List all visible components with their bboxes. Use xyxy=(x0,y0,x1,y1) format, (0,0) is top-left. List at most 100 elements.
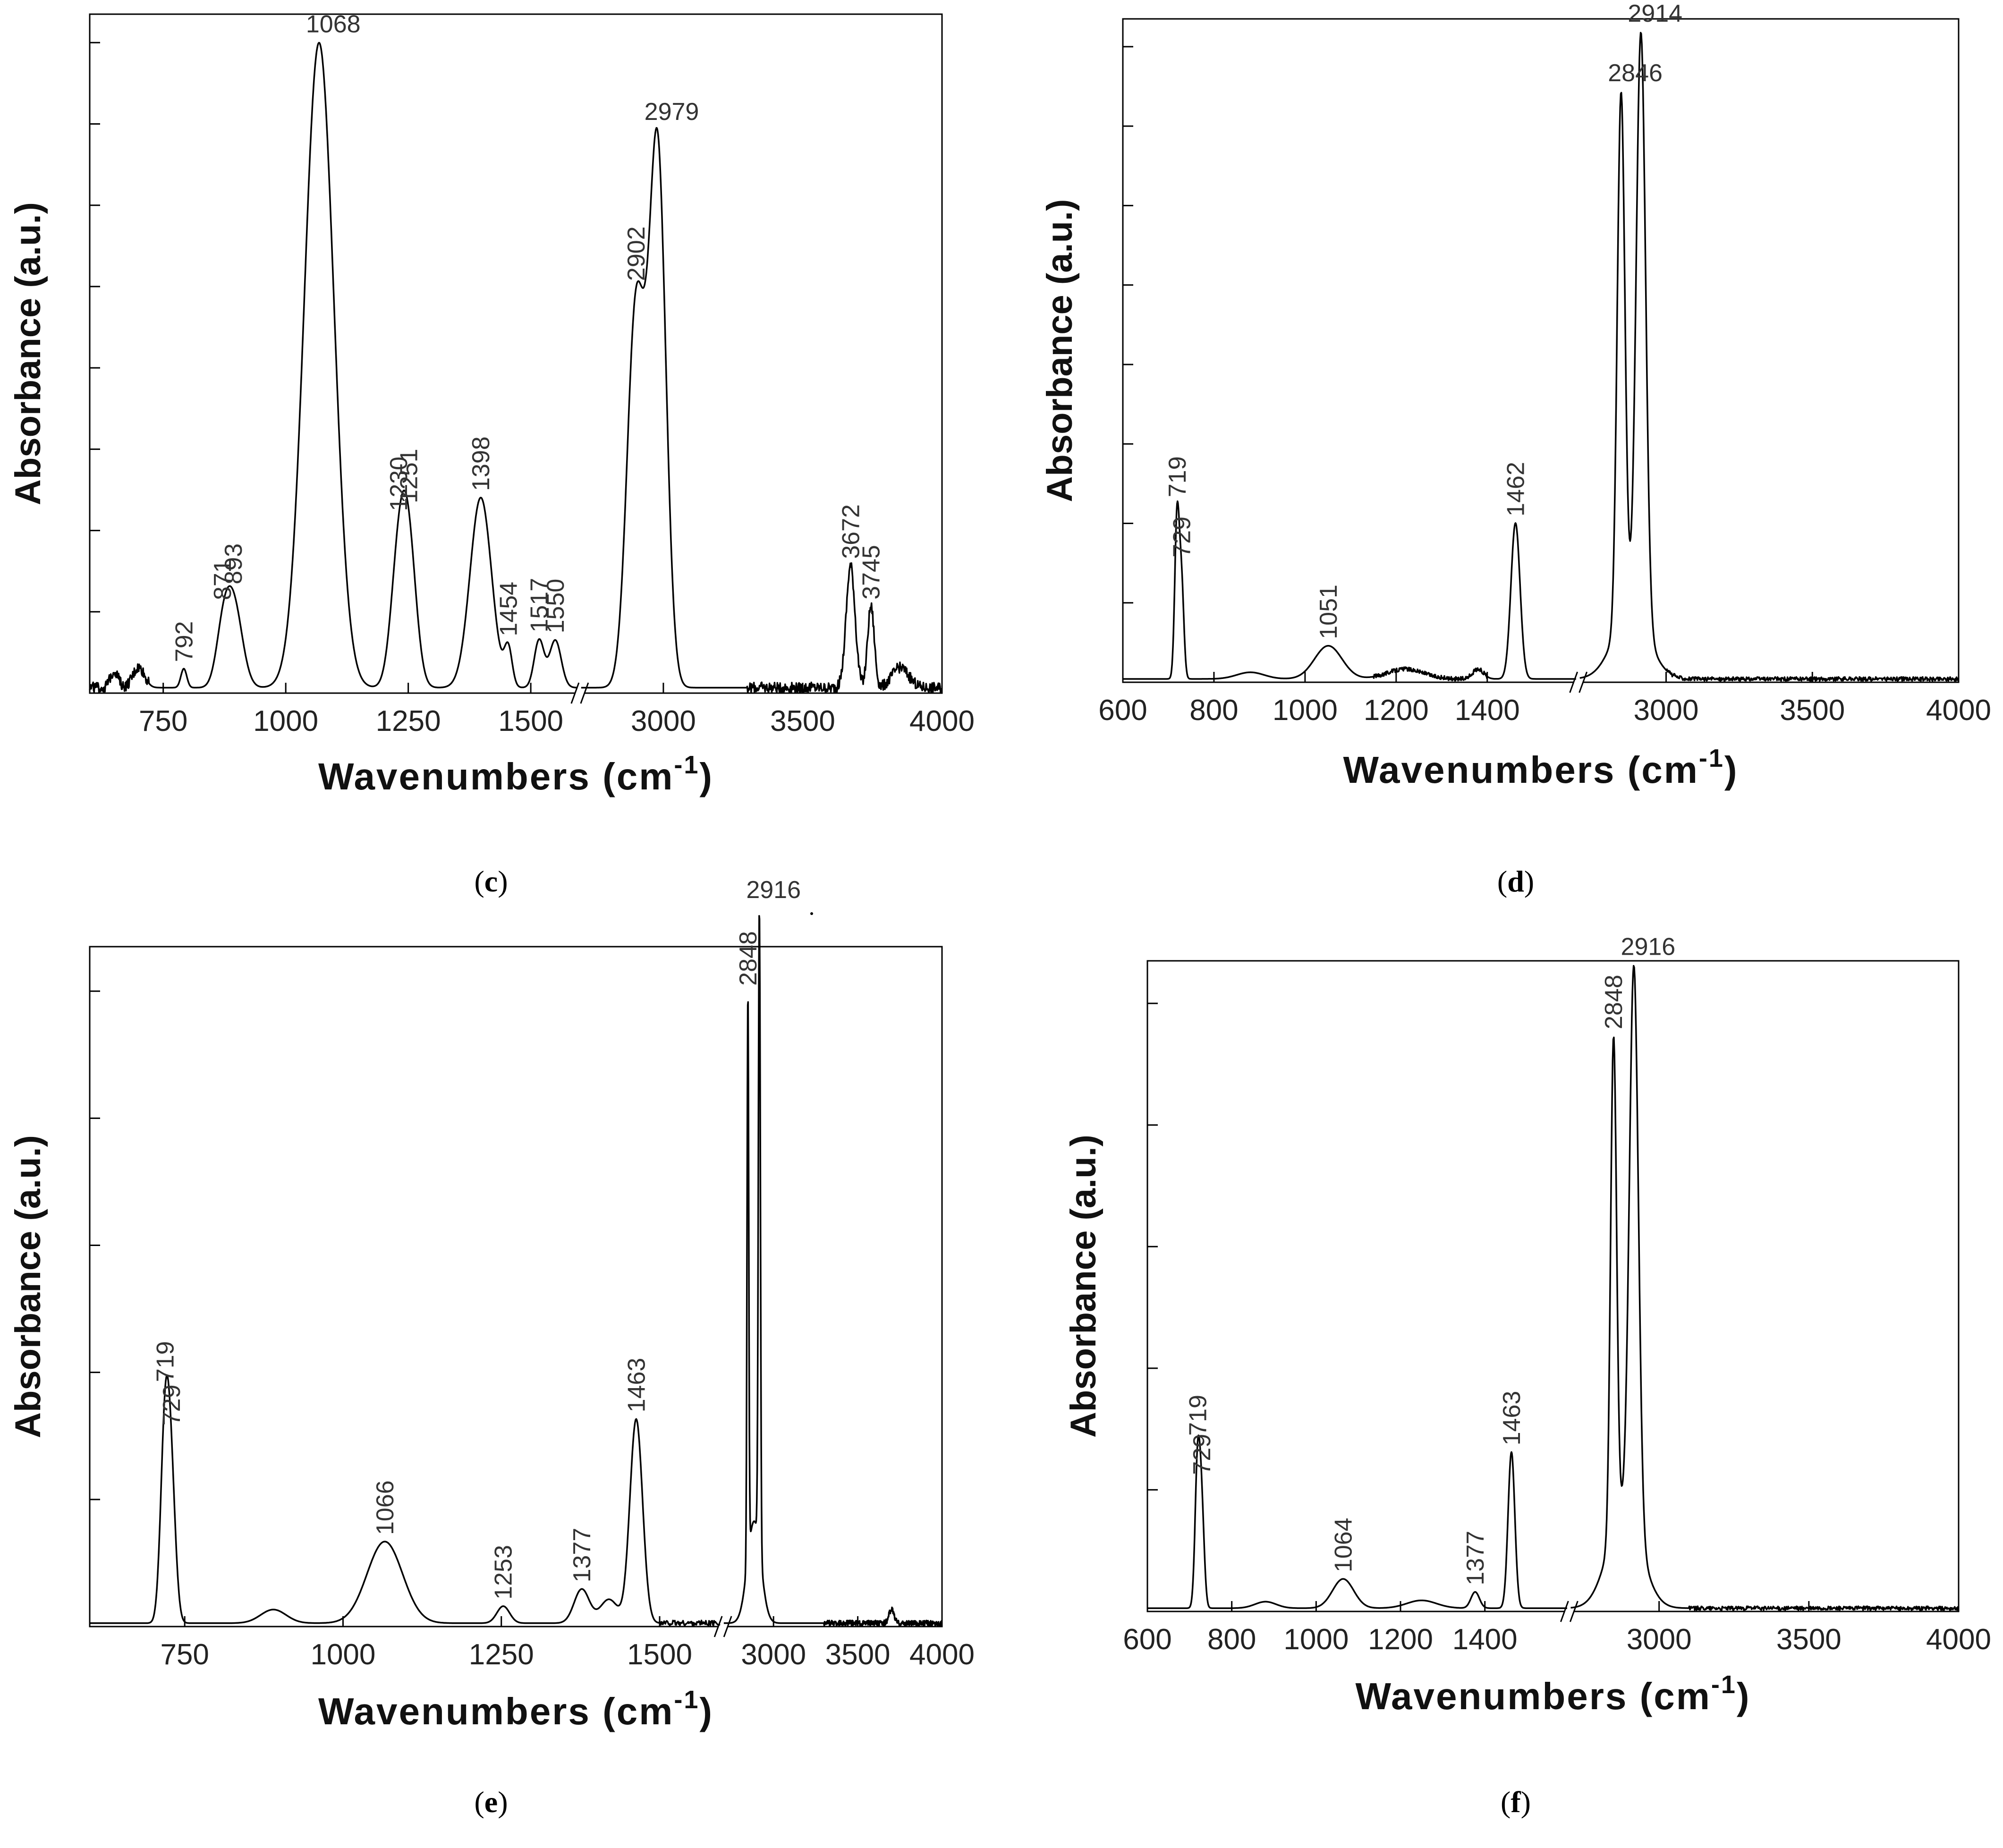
peak-label: 1550 xyxy=(542,579,569,634)
caption-d: (d) xyxy=(1497,865,1535,898)
spectrum-line xyxy=(89,42,578,694)
x-tick-label: 800 xyxy=(1189,694,1238,727)
peak-label: 1251 xyxy=(396,449,423,503)
axis-break-mark xyxy=(1569,1601,1579,1622)
peak-label: 3672 xyxy=(837,504,865,559)
peak-label: 1068 xyxy=(306,10,361,38)
peak-label: 2846 xyxy=(1608,59,1663,87)
y-axis-title: Absorbance (a.u.) xyxy=(8,202,48,505)
x-axis-title-sup: -1 xyxy=(1711,1670,1737,1699)
x-tick-label: 1000 xyxy=(1283,1623,1349,1656)
x-tick-label: 1500 xyxy=(627,1638,692,1671)
peak-label: 1377 xyxy=(569,1528,596,1583)
spectrum-line xyxy=(581,127,943,694)
plot-frame xyxy=(1146,960,1960,1612)
peak-label: 1066 xyxy=(372,1480,399,1535)
x-axis-title: Wavenumbers (cm-1) xyxy=(318,1686,713,1732)
peak-label: 1462 xyxy=(1502,462,1530,517)
x-axis-title-main: Wavenumbers (cm xyxy=(318,1690,674,1732)
x-axis-title-tail: ) xyxy=(699,1690,713,1732)
peak-label: 1377 xyxy=(1462,1531,1489,1585)
caption-f-letter: f xyxy=(1511,1785,1521,1819)
peak-label: 2848 xyxy=(1600,975,1628,1029)
peak-label: 1398 xyxy=(467,436,495,491)
stray-dot xyxy=(810,912,813,915)
peak-label: 1064 xyxy=(1330,1517,1358,1572)
x-tick-label: 3000 xyxy=(741,1638,806,1671)
y-axis-title: Absorbance (a.u.) xyxy=(1063,1135,1103,1438)
x-tick-label: 3000 xyxy=(1627,1623,1692,1656)
x-axis-title-main: Wavenumbers (cm xyxy=(318,755,674,797)
x-tick-label: 3500 xyxy=(770,705,835,738)
x-tick-label: 1000 xyxy=(253,705,318,738)
peak-label: 1517 xyxy=(526,578,553,633)
x-tick-label: 3500 xyxy=(825,1638,891,1671)
peak-label: 1230 xyxy=(385,457,413,511)
x-axis-title-sup: -1 xyxy=(674,751,699,779)
x-tick-label: 600 xyxy=(1123,1623,1171,1656)
caption-c-letter: c xyxy=(484,865,498,898)
spectrum-line xyxy=(723,915,943,1627)
y-axis-title: Absorbance (a.u.) xyxy=(1040,199,1080,502)
x-tick-label: 1500 xyxy=(498,705,563,738)
peak-label: 1253 xyxy=(490,1545,518,1600)
peak-label: 2979 xyxy=(645,98,699,126)
x-tick-label: 4000 xyxy=(909,1638,975,1671)
peak-label: 729 xyxy=(158,1385,186,1426)
caption-e-letter: e xyxy=(484,1785,498,1819)
peak-label: 2916 xyxy=(746,876,801,904)
axis-break-mark xyxy=(1569,671,1579,693)
peak-label: 729 xyxy=(1168,517,1196,558)
peak-label: 792 xyxy=(170,621,198,662)
peak-label: 3745 xyxy=(858,545,885,600)
axis-break-mark xyxy=(570,682,580,704)
x-tick-label: 600 xyxy=(1098,694,1147,727)
x-axis-title-tail: ) xyxy=(1724,749,1739,791)
x-tick-label: 1400 xyxy=(1455,694,1520,727)
x-tick-label: 1200 xyxy=(1364,694,1429,727)
axis-break-mark xyxy=(1579,671,1588,693)
peak-label: 871 xyxy=(209,559,237,600)
x-tick-label: 1400 xyxy=(1452,1623,1518,1656)
peak-label: 2902 xyxy=(623,226,650,281)
x-tick-label: 3500 xyxy=(1780,694,1845,727)
x-tick-label: 4000 xyxy=(909,705,975,738)
x-axis-title-sup: -1 xyxy=(1699,744,1724,772)
axis-break-gap xyxy=(1573,680,1583,684)
x-tick-label: 1200 xyxy=(1368,1623,1433,1656)
axis-break-mark xyxy=(713,1616,723,1637)
caption-d-letter: d xyxy=(1507,865,1524,898)
axis-break-gap xyxy=(718,1625,728,1628)
axis-break-mark xyxy=(1560,1601,1569,1622)
caption-f: (f) xyxy=(1501,1785,1531,1819)
peak-label: 1463 xyxy=(623,1358,650,1413)
spectrum-line xyxy=(1147,1434,1568,1609)
x-axis-title: Wavenumbers (cm-1) xyxy=(1355,1670,1750,1717)
x-axis-title: Wavenumbers (cm-1) xyxy=(1343,744,1738,791)
caption-c: (c) xyxy=(474,865,508,898)
axis-break-gap xyxy=(1564,1610,1574,1613)
x-axis-title-main: Wavenumbers (cm xyxy=(1343,749,1698,791)
plot-frame xyxy=(89,13,943,694)
x-axis-title-sup: -1 xyxy=(674,1686,699,1714)
x-tick-label: 4000 xyxy=(1926,1623,1991,1656)
x-tick-label: 1250 xyxy=(469,1638,534,1671)
peak-label: 893 xyxy=(220,543,247,585)
chart-panel-e: 750 1000 1250 1500 3000 3500 4000 719 729 1066 125… xyxy=(8,876,975,1732)
x-axis-title: Wavenumbers (cm-1) xyxy=(318,751,713,797)
peak-label: 719 xyxy=(152,1341,179,1382)
peak-label: 719 xyxy=(1184,1395,1212,1436)
peak-label: 1454 xyxy=(495,582,522,636)
chart-panel-d: 600 800 1000 1200 1400 3000 3500 4000 719 729 1051… xyxy=(1040,0,1991,791)
spectrum-line xyxy=(1570,965,1959,1611)
peak-label: 1463 xyxy=(1498,1391,1526,1446)
y-axis-title: Absorbance (a.u.) xyxy=(8,1135,48,1438)
x-tick-label: 750 xyxy=(139,705,187,738)
axis-break-mark xyxy=(580,682,589,704)
axis-break-mark xyxy=(723,1616,732,1637)
spectrum-line xyxy=(1122,500,1577,682)
spectrum-line xyxy=(89,1374,721,1627)
